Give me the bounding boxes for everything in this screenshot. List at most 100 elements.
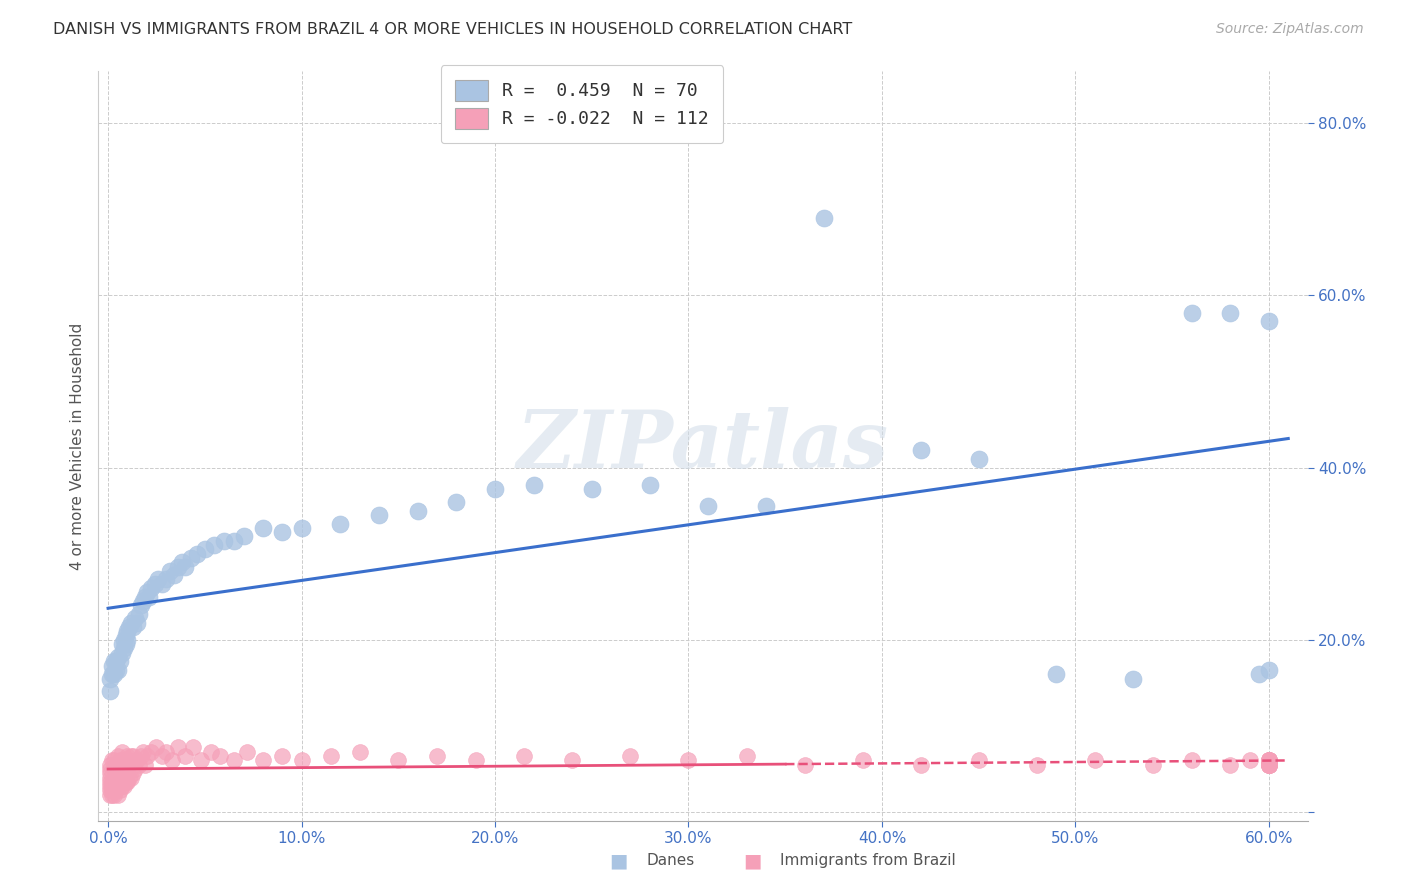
Point [1257,757,1279,772]
Point [117,624,139,639]
Point [111,771,134,785]
Point [132,594,155,608]
Point [122,620,145,634]
Point [103,667,125,681]
Text: Source: ZipAtlas.com: Source: ZipAtlas.com [1216,22,1364,37]
Point [1239,753,1261,767]
Point [120,749,142,764]
Text: ZIPatlas: ZIPatlas [517,408,889,484]
Text: Immigrants from Brazil: Immigrants from Brazil [780,854,956,868]
Point [150,576,173,591]
Point [104,766,127,780]
Point [101,658,124,673]
Point [319,749,342,764]
Point [111,637,134,651]
Point [1257,753,1279,767]
Point [122,749,145,764]
Point [134,757,156,772]
Point [108,753,131,767]
Point [1180,753,1202,767]
Point [98,775,121,789]
Point [1257,757,1279,772]
Point [446,495,468,509]
Point [101,667,124,681]
Point [114,757,136,772]
Text: DANISH VS IMMIGRANTS FROM BRAZIL 4 OR MORE VEHICLES IN HOUSEHOLD CORRELATION CHA: DANISH VS IMMIGRANTS FROM BRAZIL 4 OR MO… [53,22,852,37]
Point [204,538,226,552]
Point [222,753,245,767]
Point [329,516,352,531]
Point [1045,667,1067,681]
Point [103,654,125,668]
Legend: R =  0.459  N = 70, R = -0.022  N = 112: R = 0.459 N = 70, R = -0.022 N = 112 [441,65,723,144]
Point [155,573,177,587]
Point [159,564,181,578]
Point [145,740,167,755]
Point [114,628,136,642]
Point [98,672,121,686]
Point [111,745,134,759]
Point [103,788,125,802]
Point [112,753,135,767]
Point [108,783,131,797]
Point [114,775,136,789]
Point [108,766,131,780]
Point [1084,753,1107,767]
Point [1025,757,1047,772]
Point [98,684,121,698]
Point [139,745,162,759]
Point [523,477,546,491]
Point [1257,757,1279,772]
Point [148,573,170,587]
Point [1219,305,1241,319]
Point [1257,314,1279,328]
Point [117,632,139,647]
Point [132,745,155,759]
Point [101,779,124,793]
Point [118,753,141,767]
Point [98,779,121,793]
Point [813,211,835,225]
Point [1257,757,1279,772]
Point [1257,757,1279,772]
Point [112,779,135,793]
Point [1257,753,1279,767]
Point [1257,753,1279,767]
Point [104,783,127,797]
Point [464,753,486,767]
Point [1257,753,1279,767]
Point [139,581,162,595]
Point [128,757,150,772]
Y-axis label: 4 or more Vehicles in Household: 4 or more Vehicles in Household [69,322,84,570]
Point [349,745,371,759]
Point [1257,753,1279,767]
Point [638,477,661,491]
Point [1122,672,1144,686]
Point [174,749,197,764]
Point [426,749,449,764]
Point [180,551,202,566]
Point [114,637,136,651]
Point [107,663,129,677]
Point [678,753,700,767]
Point [108,775,131,789]
Point [104,775,127,789]
Point [170,555,193,569]
Point [163,568,186,582]
Point [1249,667,1271,681]
Point [755,500,778,514]
Point [112,766,135,780]
Point [1257,753,1279,767]
Point [101,775,124,789]
Point [107,779,129,793]
Point [1219,757,1241,772]
Point [1257,757,1279,772]
Point [104,757,127,772]
Point [1180,305,1202,319]
Point [107,762,129,776]
Point [186,547,208,561]
Point [209,749,232,764]
Point [98,766,121,780]
Point [1257,753,1279,767]
Point [222,533,245,548]
